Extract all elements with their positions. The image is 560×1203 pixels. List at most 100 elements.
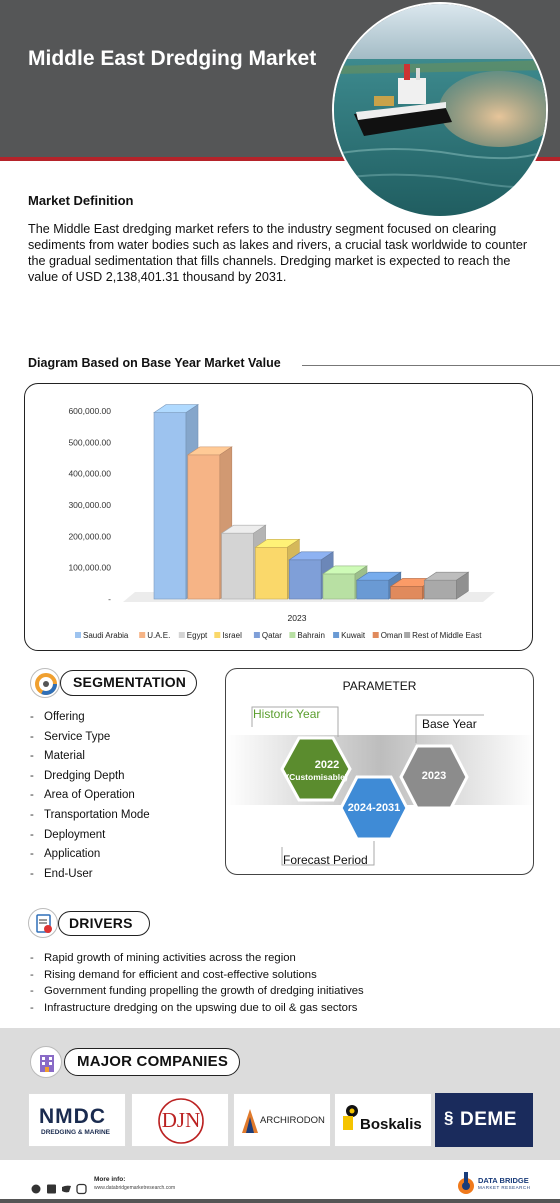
legend-label: Israel: [222, 631, 242, 640]
y-tick-label: 600,000.00: [68, 406, 111, 416]
bullet-dash: -: [30, 867, 34, 880]
website-link[interactable]: www.databridgemarketresearch.com: [94, 1185, 176, 1191]
diagram-heading: Diagram Based on Base Year Market Value: [28, 356, 281, 370]
parameter-title: PARAMETER: [342, 679, 417, 693]
legend-swatch: [214, 632, 221, 638]
instagram-icon: [76, 1183, 87, 1195]
segment-item: - Application: [30, 845, 150, 865]
driver-item: - Government funding propelling the growt…: [30, 983, 364, 1000]
companies-heading: MAJOR COMPANIES: [64, 1048, 240, 1076]
y-tick-label: 500,000.00: [68, 437, 111, 447]
legend-item: Oman: [372, 631, 403, 640]
legend-swatch: [333, 632, 340, 638]
legend-item: U.A.E.: [139, 631, 170, 640]
historic-year-value: 2022: [314, 759, 340, 771]
nmdc-logo: NMDC DREDGING & MARINE: [28, 1093, 126, 1147]
legend-label: Oman: [381, 631, 403, 640]
bullet-dash: -: [30, 808, 34, 821]
footer: More info: www.databridgemarketresearch.…: [0, 1164, 560, 1203]
historic-year-note: (Customisable): [286, 772, 348, 782]
segment-item-text: Offering: [44, 711, 85, 723]
bullet-dash: -: [30, 828, 34, 841]
legend-swatch: [253, 632, 260, 638]
legend-label: Bahrain: [297, 631, 325, 640]
bullet-dash: -: [30, 952, 34, 964]
y-tick-label: 200,000.00: [68, 531, 111, 541]
driver-item-text: Government funding propelling the growth…: [44, 985, 364, 998]
segment-item-text: Area of Operation: [44, 789, 135, 802]
y-tick-label: 100,000.00: [68, 563, 111, 573]
boskalis-logo-text: Boskalis: [360, 1116, 422, 1133]
boskalis-mark: [343, 1116, 353, 1130]
base-year-value: 2023: [421, 770, 447, 782]
base-year-label: Base Year: [422, 717, 477, 731]
segment-item-text: Deployment: [44, 828, 106, 841]
legend-label: Egypt: [187, 631, 208, 640]
segment-item: - Material: [30, 747, 150, 767]
forecast-period-label: Forecast Period: [283, 853, 368, 867]
header-accent-line: [0, 157, 560, 161]
nmdc-logo-text: NMDC: [39, 1105, 106, 1128]
legend-swatch: [289, 632, 296, 638]
brand-name: DATA BRIDGE: [478, 1176, 529, 1185]
bar-rest-of-middle-east: [423, 571, 470, 600]
bullet-dash: -: [30, 769, 34, 782]
legend-swatch: [75, 632, 81, 638]
djn-logo: DJN: [131, 1093, 229, 1147]
bullet-dash: -: [30, 750, 34, 763]
legend-item: Saudi Arabia: [75, 631, 129, 640]
bullet-dash: -: [30, 848, 34, 861]
divider: [302, 365, 560, 366]
parameter-graphic: [226, 706, 533, 866]
driver-item: - Rapid growth of mining activities acros…: [30, 950, 364, 967]
y-tick-label: 400,000.00: [68, 469, 111, 479]
facebook-icon: [47, 1184, 56, 1194]
segment-item: - Deployment: [30, 826, 150, 846]
companies-icon: [30, 1046, 62, 1078]
segment-item-text: Material: [44, 750, 85, 763]
x-category-label: 2023: [288, 613, 307, 623]
nmdc-logo-subtext: DREDGING & MARINE: [41, 1129, 110, 1136]
bar-chart-svg: 600,000.00 500,000.00 400,000.00 300,000.00…: [68, 404, 495, 640]
twitter-icon: [62, 1185, 71, 1193]
deme-logo: § DEME: [435, 1093, 533, 1147]
segment-item-text: End-User: [44, 867, 93, 880]
bar-israel: [254, 538, 301, 600]
drivers-heading: DRIVERS: [58, 911, 150, 936]
legend-swatch: [404, 632, 411, 638]
legend-item: Israel: [214, 631, 242, 640]
bullet-dash: -: [30, 985, 34, 998]
segmentation-icon: [30, 668, 60, 698]
historic-year-label: Historic Year: [253, 707, 321, 721]
drivers-list: - Rapid growth of mining activities acros…: [30, 950, 364, 1017]
driver-item-text: Infrastructure dredging on the upswing d…: [44, 1002, 358, 1015]
parameter-panel: PARAMETER Historic Year 2022 (Customisab…: [225, 668, 534, 875]
segment-item: - Offering: [30, 708, 150, 728]
legend-swatch: [372, 632, 379, 638]
whatsapp-icon: [31, 1184, 41, 1194]
segment-item-text: Transportation Mode: [44, 808, 150, 821]
legend-swatch: [139, 632, 146, 638]
legend-label: Rest of Middle East: [412, 631, 482, 640]
dredger-ship-image: [332, 2, 548, 218]
forecast-period-value: 2024-2031: [347, 802, 401, 814]
bullet-dash: -: [30, 789, 34, 802]
segment-item: - End-User: [30, 865, 150, 885]
market-value-chart: 600,000.00 500,000.00 400,000.00 300,000.00…: [24, 383, 533, 651]
boskalis-logo: Boskalis: [334, 1093, 432, 1147]
driver-item-text: Rapid growth of mining activities across…: [44, 952, 296, 964]
y-tick-label: -: [108, 594, 111, 604]
driver-item: - Rising demand for efficient and cost-ef…: [30, 967, 364, 984]
segment-item: - Area of Operation: [30, 786, 150, 806]
driver-item: - Infrastructure dredging on the upswing …: [30, 1000, 364, 1017]
market-definition-text: The Middle East dredging market refers t…: [28, 222, 528, 284]
legend-item: Qatar: [253, 631, 282, 640]
legend-item: Kuwait: [333, 631, 366, 640]
segment-item: - Transportation Mode: [30, 806, 150, 826]
segment-item-text: Dredging Depth: [44, 769, 125, 782]
footer-accent-line: [0, 1199, 560, 1203]
legend-label: U.A.E.: [147, 631, 170, 640]
segment-item: - Service Type: [30, 728, 150, 748]
drivers-icon: [28, 908, 58, 938]
data-bridge-logo-icon: [458, 1172, 474, 1194]
